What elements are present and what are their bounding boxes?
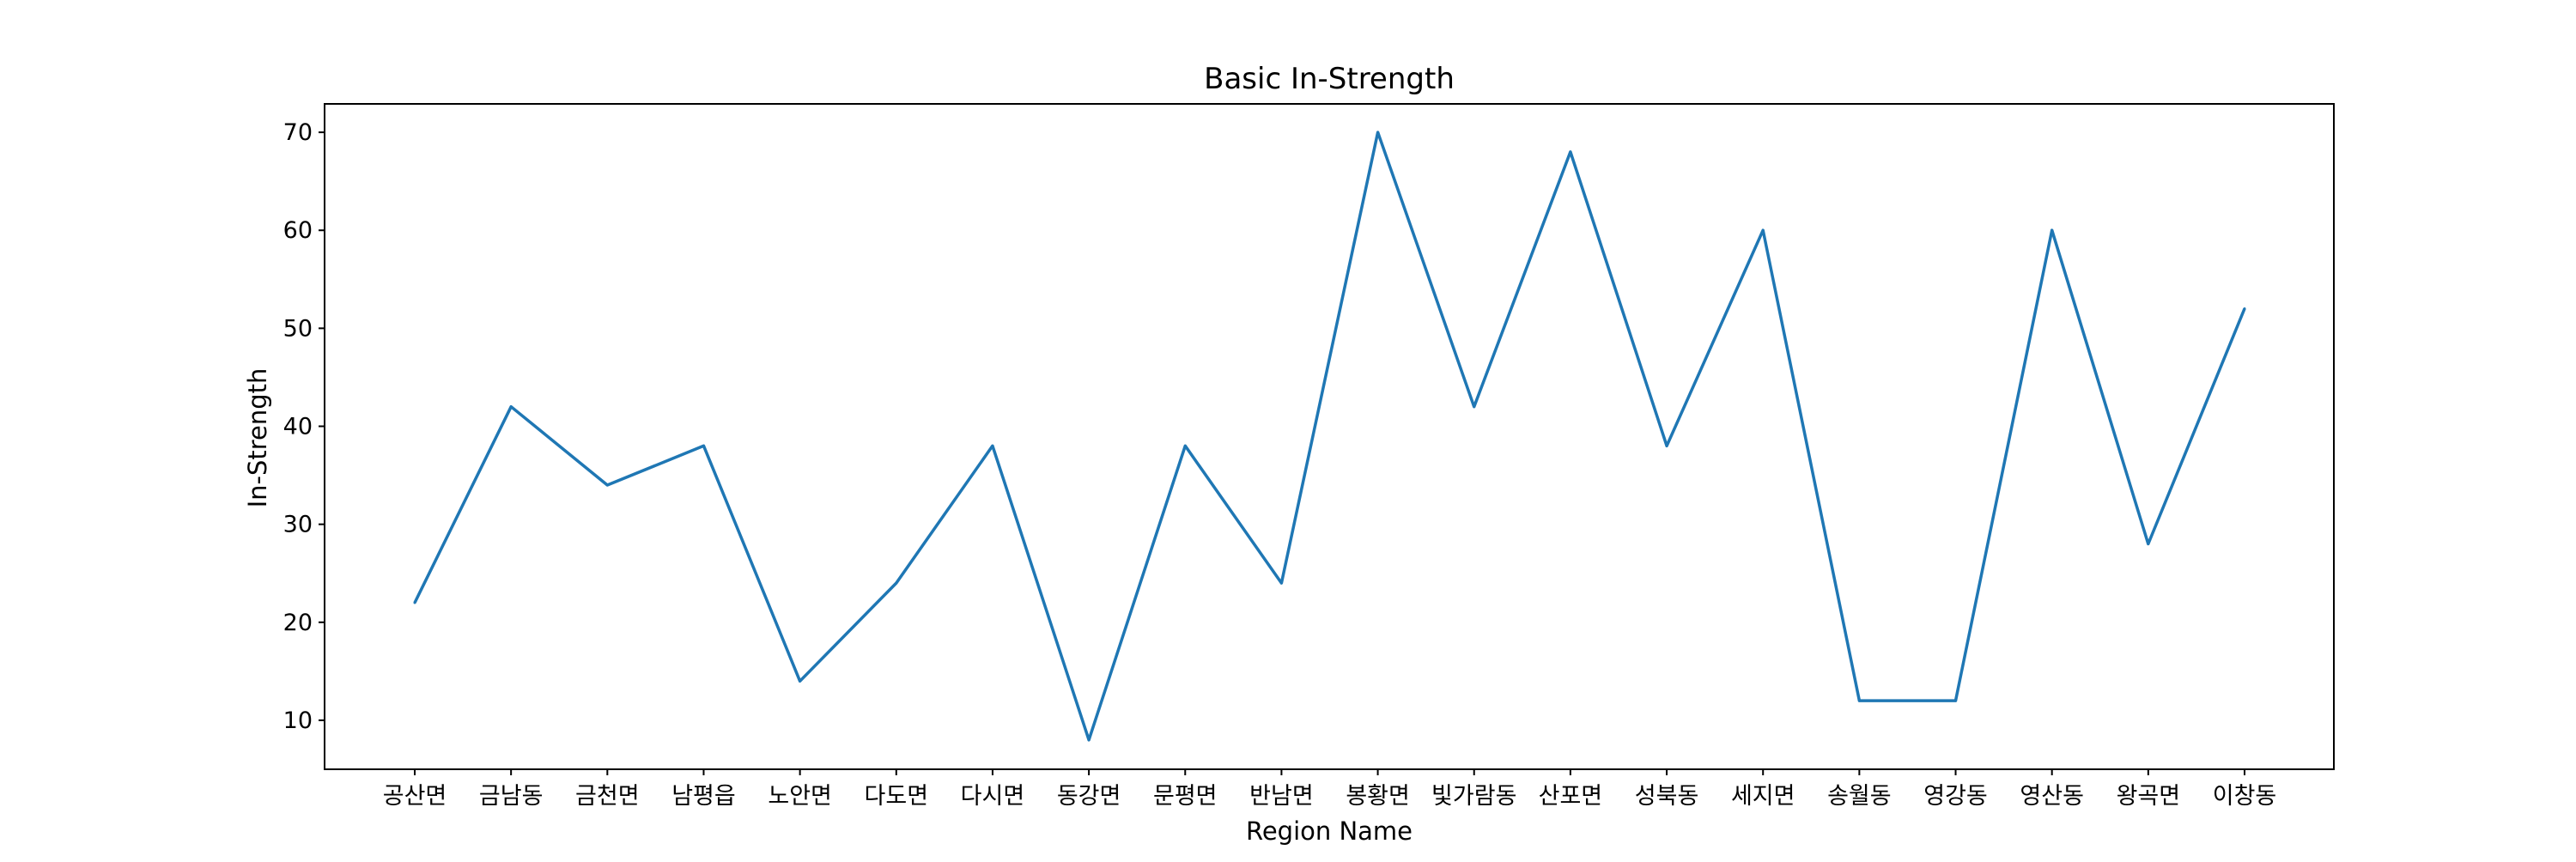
x-tick-label: 금천면: [575, 783, 640, 810]
x-axis-label: Region Name: [1246, 816, 1413, 846]
chart-title: Basic In-Strength: [1204, 62, 1455, 96]
x-tick-label: 빛가람동: [1431, 783, 1516, 810]
data-point: [702, 444, 705, 447]
x-tick-label: 영강동: [1923, 783, 1988, 810]
data-point: [413, 601, 416, 604]
data-point: [2147, 542, 2150, 545]
data-point: [991, 444, 994, 447]
data-point: [1087, 738, 1091, 742]
data-point: [1376, 131, 1380, 134]
x-axis-ticks: 공산면 금남동 금천면 남평읍 노안면 다도면 다시면 동강면 문평면 반남면 봉황면 빛가람동 산포면…: [383, 769, 2277, 810]
x-tick-label: 동강면: [1057, 783, 1121, 810]
data-point: [1857, 699, 1861, 702]
data-point: [895, 581, 898, 585]
x-tick-label: 다도면: [865, 783, 929, 810]
x-tick-label: 금남동: [479, 783, 544, 810]
plot-frame: [324, 103, 2335, 770]
x-tick-label: 산포면: [1539, 783, 1603, 810]
y-tick-label: 70: [283, 119, 313, 146]
data-point: [2243, 307, 2246, 311]
data-point: [1665, 444, 1668, 447]
y-tick-label: 40: [283, 414, 313, 440]
x-tick-label: 남평읍: [671, 783, 736, 810]
x-tick-label: 영산동: [2020, 783, 2084, 810]
y-tick-label: 60: [283, 217, 313, 244]
data-point: [1279, 581, 1283, 585]
y-tick-label: 10: [283, 707, 313, 734]
x-tick-label: 문평면: [1153, 783, 1218, 810]
data-point: [1183, 444, 1187, 447]
x-tick-label: 성북동: [1635, 783, 1699, 810]
x-tick-label: 왕곡면: [2117, 783, 2181, 810]
data-point: [2050, 228, 2054, 232]
data-point: [1761, 228, 1765, 232]
y-axis-label: In-Strength: [243, 368, 272, 508]
series-line: [413, 131, 2246, 742]
x-tick-label: 봉황면: [1346, 783, 1410, 810]
y-tick-label: 30: [283, 512, 313, 538]
data-point: [605, 483, 609, 487]
data-point: [509, 405, 513, 409]
data-point: [1954, 699, 1958, 702]
x-tick-label: 노안면: [768, 783, 832, 810]
x-tick-label: 이창동: [2213, 783, 2277, 810]
data-point: [799, 679, 802, 683]
x-tick-label: 송월동: [1827, 783, 1892, 810]
x-tick-label: 다시면: [961, 783, 1025, 810]
y-axis-ticks: 10 20 30 40 50 60 70: [283, 119, 325, 734]
y-tick-label: 20: [283, 610, 313, 636]
data-points: [413, 131, 2246, 742]
data-point: [1473, 405, 1476, 409]
y-tick-label: 50: [283, 315, 313, 342]
x-tick-label: 반남면: [1249, 783, 1314, 810]
x-tick-label: 세지면: [1731, 783, 1795, 810]
data-point: [1569, 150, 1572, 154]
x-tick-label: 공산면: [383, 783, 447, 810]
